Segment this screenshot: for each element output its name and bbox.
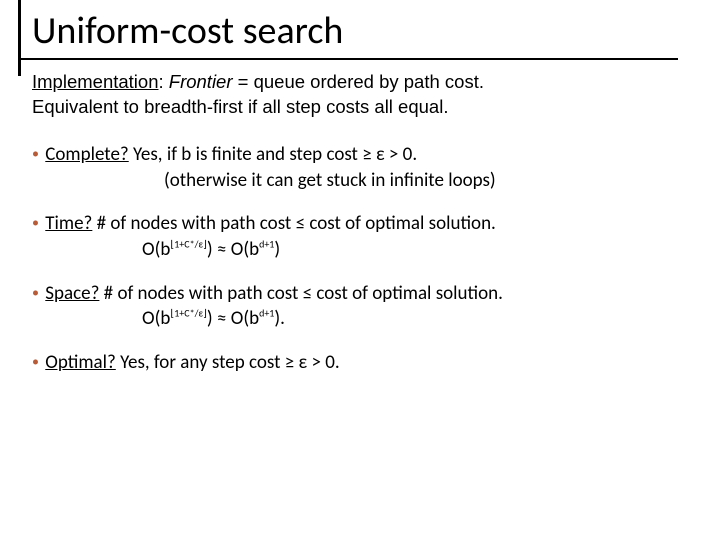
space-heading: Space? bbox=[45, 282, 99, 305]
bullet-icon: • bbox=[32, 284, 39, 301]
formula-exp2: d+1 bbox=[259, 238, 274, 251]
formula-exp1: ⌊1+C*/ε⌋ bbox=[170, 238, 207, 251]
title-block: Uniform-cost search bbox=[32, 8, 692, 60]
bullet-icon: • bbox=[32, 145, 39, 162]
formula-mid: ) ≈ O(b bbox=[207, 238, 259, 261]
formula-exp2: d+1 bbox=[259, 307, 274, 320]
intro-italic: Frontier bbox=[169, 71, 233, 92]
intro-line2: Equivalent to breadth-first if all step … bbox=[32, 96, 448, 117]
formula-part: O(b bbox=[142, 238, 170, 261]
complete-text2: (otherwise it can get stuck in infinite … bbox=[164, 168, 692, 194]
intro-label: Implementation bbox=[32, 71, 158, 92]
slide: Uniform-cost search Implementation: Fron… bbox=[0, 0, 720, 413]
bullet-time: • Time? # of nodes with path cost ≤ cost… bbox=[32, 211, 692, 262]
intro-paragraph: Implementation: Frontier = queue ordered… bbox=[32, 70, 692, 120]
intro-rest1: = queue ordered by path cost. bbox=[233, 71, 484, 92]
time-text1: # of nodes with path cost ≤ cost of opti… bbox=[92, 212, 496, 235]
formula-exp1: ⌊1+C*/ε⌋ bbox=[170, 307, 207, 320]
optimal-heading: Optimal? bbox=[45, 351, 116, 374]
slide-title: Uniform-cost search bbox=[32, 8, 692, 56]
formula-end: ). bbox=[274, 307, 285, 330]
formula-mid: ) ≈ O(b bbox=[207, 307, 259, 330]
space-text1: # of nodes with path cost ≤ cost of opti… bbox=[99, 282, 503, 305]
bullet-icon: • bbox=[32, 214, 39, 231]
bullet-optimal: • Optimal? Yes, for any step cost ≥ ε > … bbox=[32, 350, 692, 376]
formula-end: ) bbox=[274, 238, 280, 261]
title-vertical-rule bbox=[18, 0, 21, 76]
optimal-text1: Yes, for any step cost ≥ ε > 0. bbox=[116, 351, 340, 374]
bullet-icon: • bbox=[32, 353, 39, 370]
formula-part: O(b bbox=[142, 307, 170, 330]
bullet-complete: • Complete? Yes, if b is finite and step… bbox=[32, 142, 692, 193]
complete-heading: Complete? bbox=[45, 143, 128, 166]
title-horizontal-rule bbox=[18, 58, 678, 60]
space-formula: O(b⌊1+C*/ε⌋) ≈ O(bd+1). bbox=[142, 306, 692, 332]
complete-text1: Yes, if b is finite and step cost ≥ ε > … bbox=[129, 143, 417, 166]
time-heading: Time? bbox=[45, 212, 92, 235]
intro-colon: : bbox=[158, 71, 168, 92]
bullet-space: • Space? # of nodes with path cost ≤ cos… bbox=[32, 281, 692, 332]
time-formula: O(b⌊1+C*/ε⌋) ≈ O(bd+1) bbox=[142, 237, 692, 263]
